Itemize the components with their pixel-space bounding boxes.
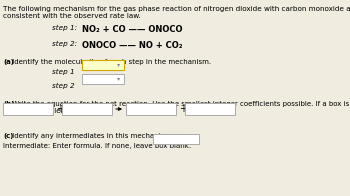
Text: ▾: ▾ [118, 63, 120, 67]
Text: step 1: step 1 [52, 69, 75, 75]
Text: (b): (b) [3, 101, 14, 107]
Text: ▾: ▾ [118, 76, 120, 82]
FancyBboxPatch shape [62, 103, 112, 115]
Text: consistent with the observed rate law.: consistent with the observed rate law. [3, 13, 141, 19]
Text: Identify any intermediates in this mechanism.: Identify any intermediates in this mecha… [10, 133, 173, 139]
FancyBboxPatch shape [126, 103, 176, 115]
Text: +: + [56, 104, 64, 114]
Text: step 2: step 2 [52, 83, 75, 89]
Text: The following mechanism for the gas phase reaction of nitrogen dioxide with carb: The following mechanism for the gas phas… [3, 5, 350, 12]
FancyBboxPatch shape [82, 74, 124, 84]
Text: Write the equation for the net reaction. Use the smallest integer coefficients p: Write the equation for the net reaction.… [10, 101, 349, 114]
Text: step 2:: step 2: [52, 41, 77, 47]
Text: (c): (c) [3, 133, 13, 139]
FancyBboxPatch shape [82, 60, 124, 70]
Text: Identify the molecularity of each step in the mechanism.: Identify the molecularity of each step i… [10, 59, 211, 65]
FancyBboxPatch shape [3, 103, 53, 115]
Text: step 1:: step 1: [52, 25, 77, 31]
FancyBboxPatch shape [153, 134, 199, 144]
Text: +: + [179, 104, 187, 114]
FancyBboxPatch shape [185, 103, 235, 115]
Text: (a): (a) [3, 59, 14, 65]
Text: Intermediate: Enter formula. If none, leave box blank:: Intermediate: Enter formula. If none, le… [3, 143, 191, 149]
Text: NO₂ + CO —— ONOCO: NO₂ + CO —— ONOCO [82, 25, 182, 34]
Text: ONOCO —— NO + CO₂: ONOCO —— NO + CO₂ [82, 41, 182, 50]
